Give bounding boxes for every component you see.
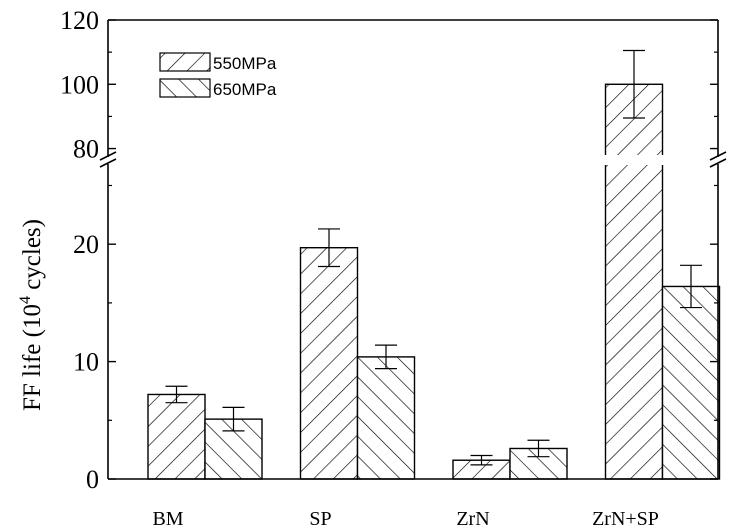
y-tick-label-80: 80	[73, 135, 99, 164]
x-tick-label-SP: SP	[309, 508, 331, 530]
bar-550MPa-BM	[147, 393, 206, 480]
bar-650MPa-ZrN+SP	[661, 285, 721, 480]
bar-550MPa-ZrN+SP	[604, 83, 664, 480]
y-tick-label-20: 20	[73, 230, 99, 259]
axis-break-gap	[102, 155, 724, 165]
break-mark-1-b	[709, 158, 727, 168]
legend: 550MPa 650MPa	[159, 52, 277, 99]
y-ticks-group: 0 10 20 80 100 120	[60, 6, 718, 494]
bar-650MPa-SP	[356, 356, 416, 480]
x-tick-label-ZrN: ZrN	[456, 508, 489, 530]
bar-550MPa-SP	[299, 247, 359, 480]
y-tick-label-120: 120	[60, 6, 99, 35]
y-tick-label-0: 0	[86, 465, 99, 494]
break-mark-0-a	[99, 151, 117, 161]
y-tick-label-100: 100	[60, 70, 99, 99]
legend-swatch-550MPa	[159, 52, 211, 72]
x-ticks-group: BM SP ZrN ZrN+SP	[152, 508, 658, 530]
x-tick-label-ZrN+SP: ZrN+SP	[592, 508, 659, 530]
legend-swatch-650MPa	[159, 78, 211, 98]
legend-label-650MPa: 650MPa	[213, 80, 277, 99]
plot-frame	[99, 19, 727, 480]
break-mark-0-b	[99, 158, 117, 168]
x-tick-label-BM: BM	[152, 508, 183, 530]
break-mark-1-a	[709, 151, 727, 161]
legend-label-550MPa: 550MPa	[213, 54, 277, 73]
y-axis-label: FF life (104 cycles)	[17, 219, 46, 411]
error-bars-group	[165, 49, 702, 466]
bars-group	[147, 83, 721, 480]
y-tick-label-10: 10	[73, 348, 99, 377]
